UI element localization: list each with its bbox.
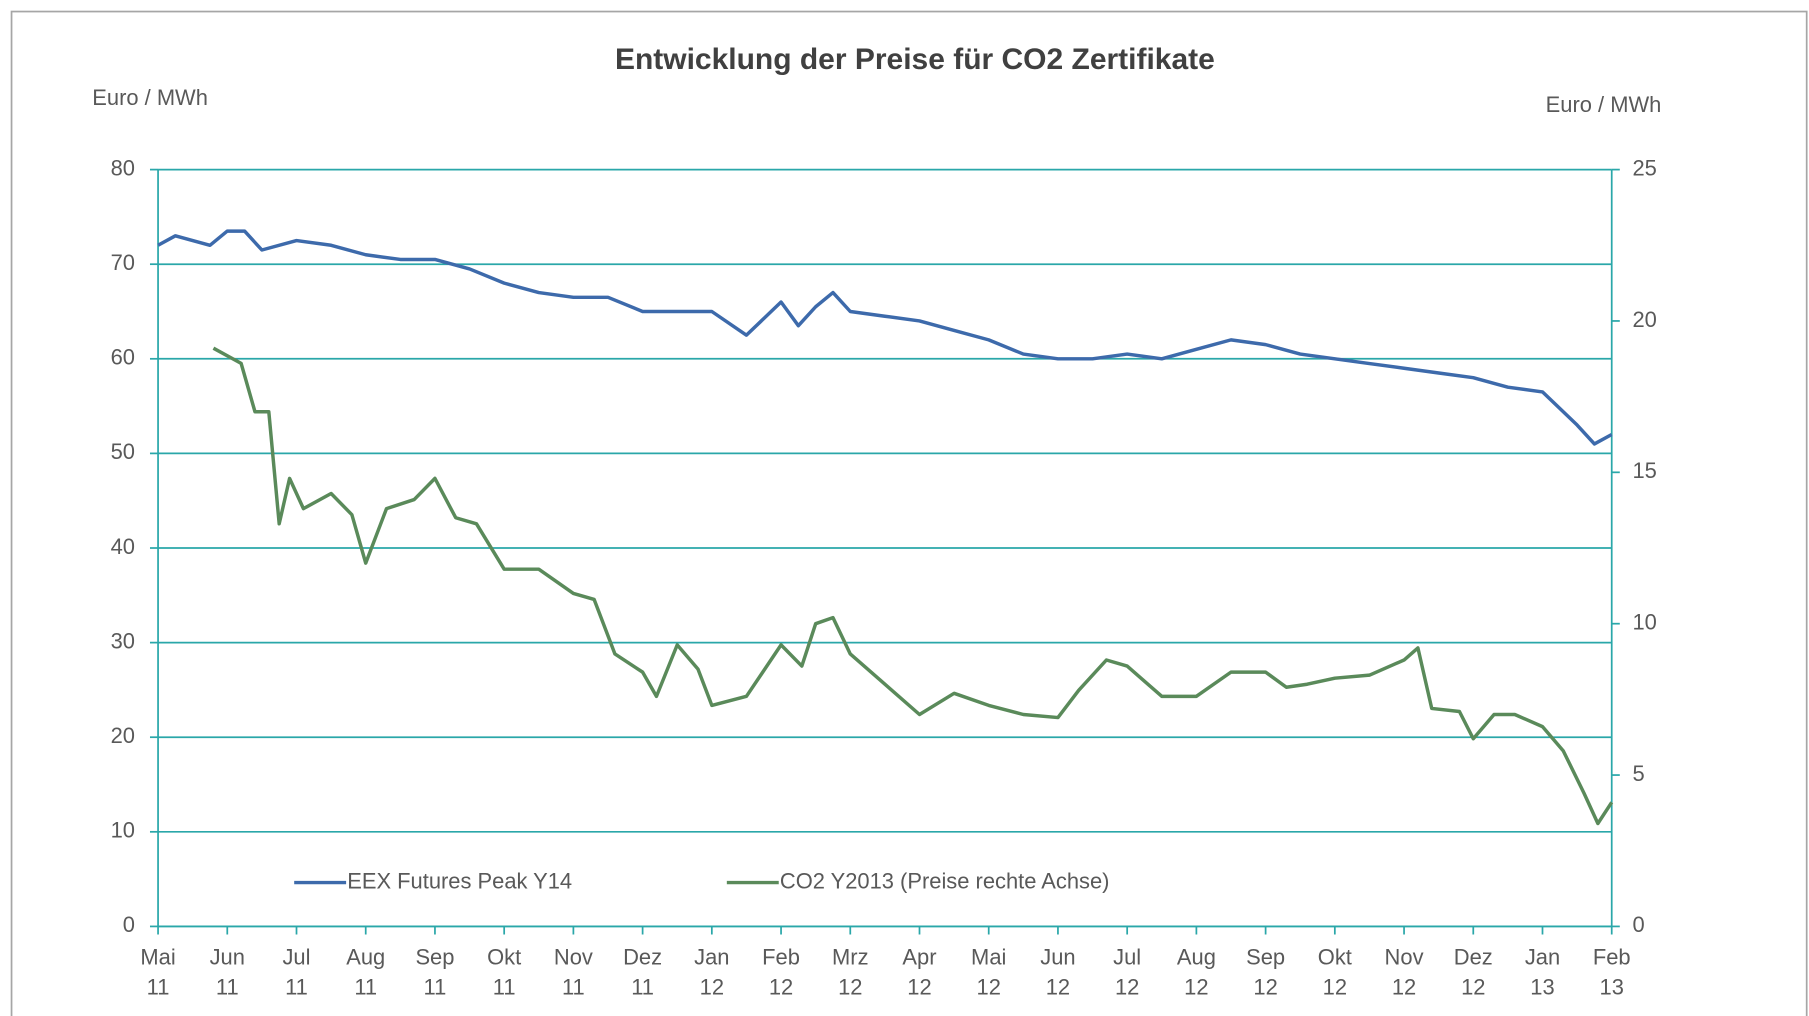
x-tick-label: Jan 13 (1524, 946, 1561, 1001)
legend-label: EEX Futures Peak Y14 (347, 868, 572, 893)
x-tick-label: Jun 11 (209, 946, 245, 1001)
x-tick-label: Sep 12 (1246, 946, 1286, 1001)
series-line (157, 229, 1613, 446)
x-tick-label: Jan 12 (694, 946, 730, 1001)
series-line (212, 346, 1614, 826)
x-tick-label: Mrz 12 (832, 946, 869, 1001)
chart-title: Entwicklung der Preise für CO2 Zertifika… (615, 43, 1215, 76)
x-tick-label: Feb 12 (762, 946, 800, 1001)
y-tick-label: 30 (111, 628, 135, 653)
y2-tick-label: 15 (1632, 458, 1656, 483)
y2-tick-label: 25 (1632, 155, 1656, 180)
y-tick-label: 50 (111, 439, 135, 464)
y2-tick-label: 5 (1632, 761, 1644, 786)
x-tick-label: Sep 11 (415, 946, 455, 1001)
x-tick-label: Okt 11 (487, 946, 522, 1001)
x-tick-label: Dez 12 (1453, 946, 1493, 1001)
x-tick-label: Jul 11 (282, 946, 311, 1001)
x-tick-label: Apr 12 (902, 946, 937, 1001)
frame (10, 10, 1808, 1016)
x-tick-label: Mai 11 (140, 946, 176, 1001)
x-tick-label: Jul 12 (1113, 946, 1142, 1001)
legend-label: CO2 Y2013 (Preise rechte Achse) (780, 868, 1110, 893)
y-tick-label: 10 (111, 818, 135, 843)
y-tick-label: 70 (111, 250, 135, 275)
x-tick-label: Jun 12 (1040, 946, 1076, 1001)
x-tick-label: Okt 12 (1317, 946, 1352, 1001)
y2-axis-label: Euro / MWh (1546, 92, 1662, 117)
x-tick-label: Dez 11 (623, 946, 663, 1001)
y-tick-label: 80 (111, 155, 135, 180)
y-tick-label: 60 (111, 345, 135, 370)
x-tick-label: Nov 11 (553, 946, 593, 1001)
x-tick-label: Nov 12 (1384, 946, 1424, 1001)
y-tick-label: 20 (111, 723, 135, 748)
x-tick-label: Aug 12 (1176, 946, 1216, 1001)
y-tick-label: 40 (111, 534, 135, 559)
y-axis-label: Euro / MWh (92, 85, 208, 110)
x-tick-label: Feb 13 (1592, 946, 1631, 1001)
y2-tick-label: 20 (1632, 307, 1656, 332)
y-tick-label: 0 (123, 912, 135, 937)
x-tick-label: Aug 11 (346, 946, 386, 1001)
y2-tick-label: 10 (1632, 609, 1656, 634)
y2-tick-label: 0 (1632, 912, 1644, 937)
x-tick-label: Mai 12 (971, 946, 1007, 1001)
